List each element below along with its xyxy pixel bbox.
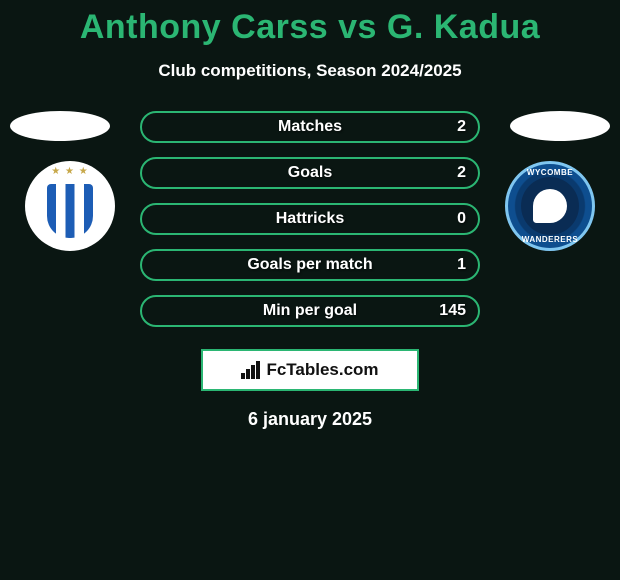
stars-icon: ★ ★ ★ [51,166,88,177]
player-avatar-left [10,111,110,141]
club-logo-left: ★ ★ ★ [25,161,115,251]
stat-label: Goals per match [247,256,372,274]
swan-icon [521,177,579,235]
stat-row-min-per-goal: Min per goal 145 [140,295,480,327]
club-right-text-top: WYCOMBE [508,168,592,177]
stat-label: Goals [288,164,332,182]
club-logo-right: WYCOMBE WANDERERS [505,161,595,251]
date-line: 6 january 2025 [0,409,620,430]
stat-row-matches: Matches 2 [140,111,480,143]
stat-label: Min per goal [263,302,357,320]
comparison-panel: ★ ★ ★ WYCOMBE WANDERERS Matches 2 Goals … [0,111,620,327]
stat-label: Matches [278,118,342,136]
club-right-text-bottom: WANDERERS [508,235,592,244]
shield-icon [47,184,93,238]
stat-row-hattricks: Hattricks 0 [140,203,480,235]
brand-box: FcTables.com [201,349,419,391]
stat-value: 0 [457,210,466,228]
stat-row-goals-per-match: Goals per match 1 [140,249,480,281]
brand-text: FcTables.com [266,360,378,380]
stat-row-goals: Goals 2 [140,157,480,189]
player-avatar-right [510,111,610,141]
bar-chart-icon [241,361,260,379]
page-title: Anthony Carss vs G. Kadua [0,0,620,47]
stat-label: Hattricks [276,210,344,228]
subtitle: Club competitions, Season 2024/2025 [0,61,620,81]
stat-value: 145 [439,302,466,320]
stat-value: 1 [457,256,466,274]
stat-value: 2 [457,118,466,136]
stat-rows: Matches 2 Goals 2 Hattricks 0 Goals per … [140,111,480,327]
stat-value: 2 [457,164,466,182]
